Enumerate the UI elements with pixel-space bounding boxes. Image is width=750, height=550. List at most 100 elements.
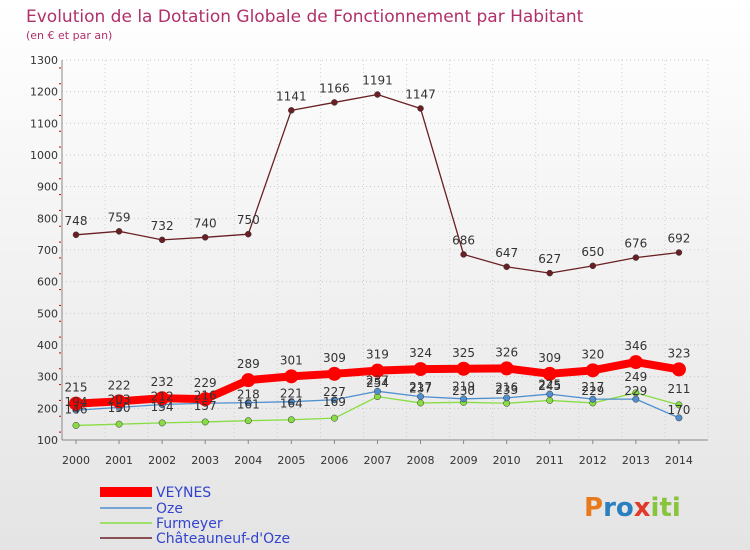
data-label-oze: 229 — [581, 384, 604, 398]
logo-letter: i — [651, 493, 660, 523]
legend-item-furmeyer: Furmeyer — [100, 516, 223, 532]
data-point-chateauneuf — [589, 262, 597, 270]
data-point-chateauneuf — [460, 251, 467, 258]
data-point-oze — [287, 398, 295, 406]
data-label-veynes: 319 — [366, 348, 389, 362]
y-tick-label: 300 — [37, 371, 58, 384]
data-label-oze: 221 — [280, 387, 303, 401]
x-tick-label: 2008 — [407, 454, 435, 467]
data-point-veynes — [456, 361, 471, 376]
data-label-oze: 170 — [667, 403, 690, 417]
y-tick-label: 500 — [37, 307, 58, 320]
x-tick-label: 2004 — [234, 454, 262, 467]
series-layer — [69, 91, 686, 429]
logo-letter: i — [672, 493, 681, 523]
x-tick-label: 2001 — [105, 454, 133, 467]
data-point-chateauneuf — [201, 234, 209, 241]
x-tick-label: 2012 — [579, 454, 607, 467]
data-label-oze: 227 — [323, 385, 346, 399]
data-point-veynes — [413, 362, 428, 377]
data-point-chateauneuf — [158, 236, 166, 244]
data-label-chateauneuf: 1191 — [362, 74, 393, 88]
data-label-oze: 203 — [108, 392, 131, 406]
data-point-furmeyer — [115, 420, 123, 428]
data-label-veynes: 326 — [495, 345, 518, 359]
data-point-veynes — [284, 369, 299, 384]
data-label-furmeyer: 157 — [194, 399, 217, 413]
legend-label: Furmeyer — [156, 516, 223, 532]
data-label-furmeyer: 169 — [323, 395, 346, 409]
proxiti-logo: Proxiti — [584, 493, 681, 523]
logo-letter: t — [659, 493, 671, 523]
data-point-chateauneuf — [288, 107, 295, 114]
data-labels-layer: 748 759 732 740 750 1141 1166 1191 1147 686 647 627… — [65, 74, 691, 417]
logo-letter: r — [603, 493, 616, 523]
x-tick-label: 2003 — [191, 454, 219, 467]
y-tick-label: 1100 — [30, 117, 58, 130]
data-label-veynes: 324 — [409, 346, 432, 360]
legend-label: Oze — [156, 501, 183, 517]
data-label-chateauneuf: 647 — [495, 246, 518, 260]
logo-letter: x — [634, 493, 651, 523]
data-label-furmeyer: 150 — [108, 401, 131, 415]
y-tick-label: 200 — [37, 402, 58, 415]
data-label-oze: 254 — [366, 376, 389, 390]
data-label-veynes: 323 — [667, 346, 690, 360]
data-point-furmeyer — [158, 419, 166, 427]
data-label-furmeyer: 146 — [65, 402, 88, 416]
data-point-veynes — [198, 392, 213, 407]
data-point-veynes — [241, 373, 256, 388]
data-label-veynes: 325 — [452, 346, 475, 360]
data-point-veynes — [585, 363, 600, 378]
data-label-oze: 237 — [409, 382, 432, 396]
data-point-chateauneuf — [245, 230, 252, 238]
y-tick-label: 400 — [37, 339, 58, 352]
data-point-veynes — [370, 363, 385, 378]
legend-item-veynes: VEYNES — [100, 485, 211, 501]
data-label-oze: 216 — [194, 388, 217, 402]
y-tick-label: 800 — [37, 212, 58, 225]
chart-subtitle: (en € et par an) — [26, 29, 112, 42]
data-label-veynes: 215 — [65, 381, 88, 395]
y-tick-label: 700 — [37, 244, 58, 257]
data-label-furmeyer: 154 — [151, 400, 174, 414]
data-point-veynes — [327, 366, 342, 381]
data-label-chateauneuf: 740 — [194, 216, 217, 230]
data-point-chateauneuf — [675, 249, 683, 256]
data-point-chateauneuf — [546, 269, 553, 277]
data-label-oze: 230 — [452, 384, 475, 398]
data-point-oze — [374, 387, 381, 395]
data-point-veynes — [69, 396, 83, 411]
legend-item-chateauneuf: Châteauneuf-d'Oze — [100, 531, 290, 547]
legend-label: VEYNES — [156, 485, 211, 501]
y-tick-label: 1300 — [30, 54, 58, 67]
data-point-furmeyer — [417, 399, 424, 407]
data-label-furmeyer: 211 — [667, 382, 690, 396]
data-label-chateauneuf: 676 — [624, 237, 647, 251]
data-label-veynes: 229 — [194, 376, 217, 390]
data-point-oze — [330, 396, 338, 404]
data-label-oze: 245 — [538, 379, 561, 393]
x-tick-label: 2011 — [536, 454, 564, 467]
data-point-oze — [675, 414, 683, 422]
data-point-oze — [632, 395, 640, 403]
legend-item-oze: Oze — [100, 501, 183, 517]
data-point-chateauneuf — [72, 231, 80, 239]
data-point-furmeyer — [72, 421, 80, 429]
data-label-oze: 212 — [151, 390, 174, 404]
x-tick-label: 2000 — [62, 454, 90, 467]
y-tick-label: 600 — [37, 276, 58, 289]
data-label-veynes: 289 — [237, 357, 260, 371]
data-point-oze — [244, 399, 252, 407]
data-label-veynes: 309 — [538, 351, 561, 365]
data-point-veynes — [499, 361, 514, 376]
data-point-oze — [503, 394, 511, 402]
data-point-oze — [460, 395, 468, 403]
data-point-chateauneuf — [632, 254, 640, 261]
data-label-furmeyer: 237 — [366, 374, 389, 388]
data-label-veynes: 309 — [323, 351, 346, 365]
data-point-veynes — [671, 362, 686, 377]
